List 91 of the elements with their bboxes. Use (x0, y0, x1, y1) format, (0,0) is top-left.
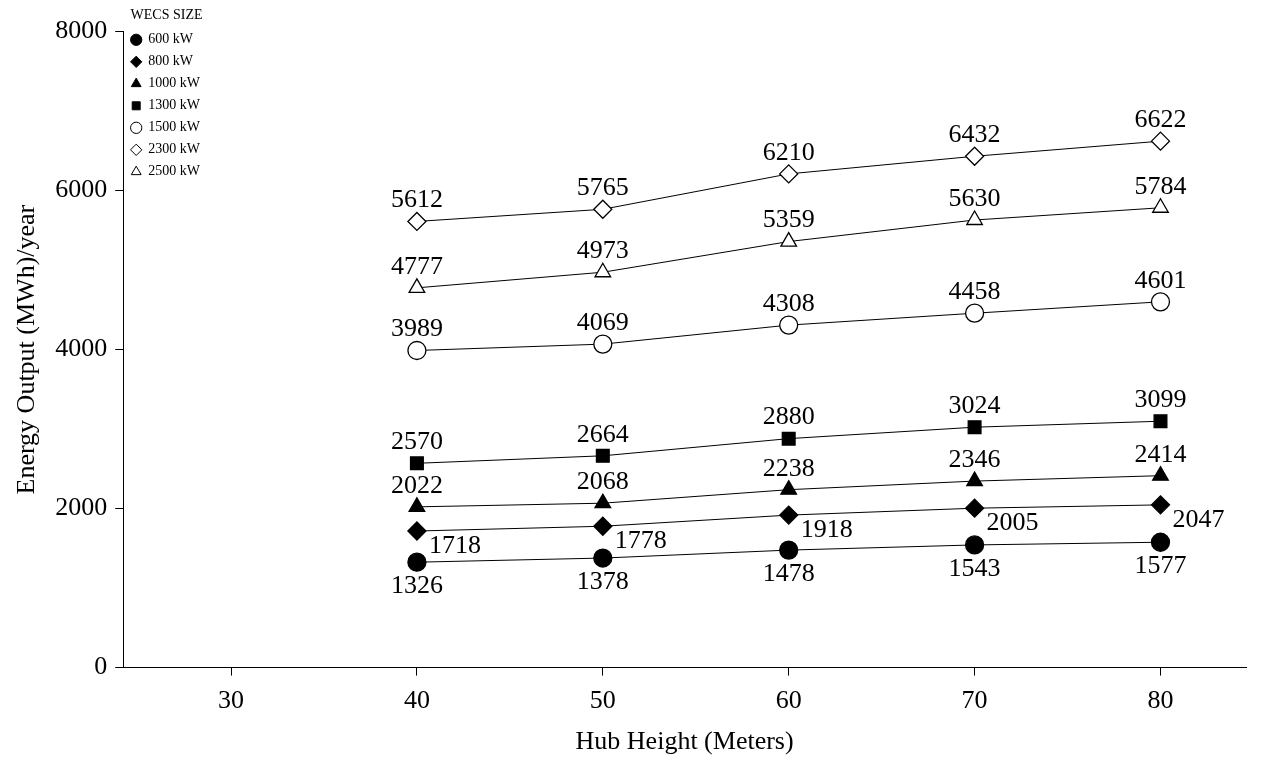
data-label: 1577 (1134, 550, 1187, 580)
legend-label: 600 kW (148, 31, 194, 47)
point (964, 535, 985, 555)
data-label: 2238 (762, 452, 815, 482)
data-label: 3024 (948, 390, 1001, 420)
point (780, 480, 798, 495)
x-tick-label: 80 (1147, 685, 1174, 715)
data-label: 2068 (576, 466, 629, 496)
point (1150, 131, 1171, 151)
point (1150, 495, 1171, 515)
legend-label: 2300 kW (148, 141, 201, 157)
legend-label: 1500 kW (148, 119, 201, 135)
data-label: 2414 (1134, 438, 1187, 468)
data-label: 2880 (762, 401, 815, 431)
point (407, 211, 427, 232)
data-label: 2022 (390, 469, 443, 499)
point (1153, 414, 1168, 429)
point (407, 340, 427, 361)
point (1150, 532, 1171, 552)
data-label: 4308 (762, 287, 815, 317)
data-label: 2570 (390, 426, 443, 456)
x-tick-label: 70 (961, 685, 988, 715)
point (964, 498, 985, 518)
x-tick-label: 50 (589, 685, 616, 715)
data-label: 3099 (1134, 384, 1187, 414)
point (1152, 466, 1169, 481)
data-label: 5359 (762, 204, 815, 234)
data-label: 2346 (948, 443, 1001, 473)
point (594, 493, 612, 509)
data-label: 5612 (390, 184, 443, 214)
data-label: 1378 (576, 565, 629, 595)
x-tick-label: 30 (218, 685, 245, 715)
point (1152, 198, 1169, 213)
data-label: 2664 (576, 418, 629, 448)
data-label: 2047 (1172, 503, 1225, 533)
legend-label: 1000 kW (148, 75, 201, 91)
point (964, 146, 985, 166)
legend-label: 2500 kW (148, 163, 201, 179)
point (593, 334, 613, 354)
point (409, 456, 424, 471)
point (779, 540, 799, 560)
point (593, 199, 613, 219)
y-tick-label: 2000 (55, 492, 108, 522)
point (966, 471, 984, 487)
legend-title: WECS SIZE (130, 6, 203, 22)
legend-label: 1300 kW (148, 97, 201, 113)
data-label: 4601 (1134, 264, 1187, 294)
y-tick-label: 4000 (55, 333, 108, 363)
point (1150, 292, 1171, 312)
point (595, 448, 610, 463)
y-tick-label: 6000 (55, 174, 108, 204)
point (779, 505, 799, 525)
data-label: 4069 (576, 306, 629, 336)
point (966, 210, 984, 226)
data-label: 1478 (762, 557, 815, 587)
data-label: 1326 (390, 570, 443, 600)
point (781, 431, 796, 446)
data-label: 4777 (390, 250, 443, 280)
point (407, 552, 427, 572)
x-tick-label: 40 (403, 685, 430, 715)
y-tick-label: 0 (94, 651, 108, 681)
y-tick-label: 8000 (55, 15, 108, 45)
point (594, 262, 612, 278)
data-label: 1718 (428, 529, 481, 559)
data-label: 5765 (576, 172, 629, 202)
point (408, 278, 426, 293)
data-label: 1543 (948, 552, 1001, 582)
point (780, 231, 798, 247)
data-label: 5784 (1134, 170, 1187, 200)
data-label: 6210 (762, 136, 815, 166)
point (407, 521, 427, 541)
x-tick-label: 60 (775, 685, 802, 715)
data-label: 4973 (576, 235, 629, 265)
point (967, 420, 982, 435)
legend-label: 800 kW (148, 53, 194, 69)
data-label: 6432 (948, 119, 1001, 149)
data-label: 4458 (948, 276, 1001, 306)
point (593, 548, 613, 568)
data-label: 2005 (986, 507, 1039, 537)
data-label: 3989 (390, 313, 443, 343)
point (779, 164, 799, 184)
data-label: 1778 (614, 525, 667, 555)
x-axis-title: Hub Height (Meters) (575, 726, 794, 756)
data-label: 6622 (1134, 103, 1187, 133)
data-label: 5630 (948, 182, 1001, 212)
point (964, 303, 985, 323)
y-axis-title: Energy Output (MWh)/year (11, 204, 41, 495)
point (779, 315, 799, 335)
data-label: 1918 (800, 513, 853, 543)
point (408, 497, 426, 512)
point (593, 516, 613, 536)
